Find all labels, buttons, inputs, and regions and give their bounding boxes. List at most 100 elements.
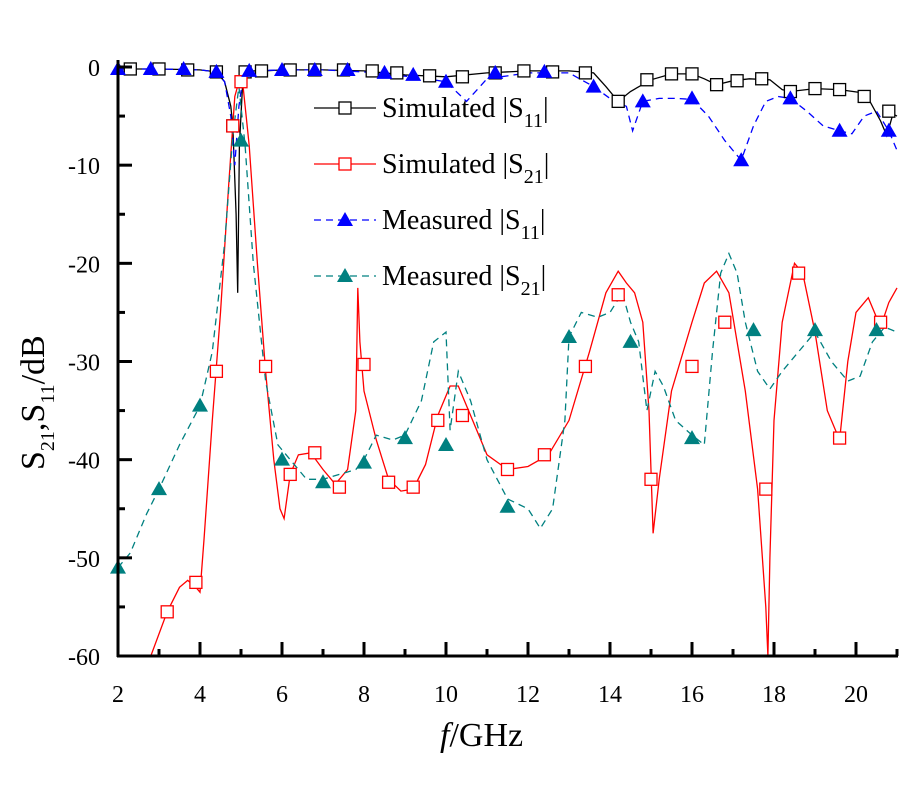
data-point-measured-s11 [536,63,553,78]
data-point-simulated-s21 [381,475,396,489]
x-tick-label: 20 [844,682,868,708]
legend-item-measured-s21: Measured |S21| [314,261,546,300]
legend-item-simulated-s11: Simulated |S11| [314,93,549,132]
y-title-s2: S [15,404,52,423]
data-point-measured-s21 [315,474,331,489]
data-point-simulated-s11 [664,67,679,81]
tick-layer: 2 4 6 8 10 12 14 16 18 20 0 -10 -20 -30 -40 -50 -60 [68,56,899,708]
data-point-simulated-s21 [160,605,174,619]
data-point-measured-s21 [622,333,639,348]
data-point-measured-s21 [192,397,208,412]
legend-label-sub: 11 [524,110,543,132]
data-point-simulated-s21 [406,480,420,494]
data-point-simulated-s11 [578,66,593,80]
data-point-simulated-s11 [390,66,404,80]
data-point-measured-s21 [438,436,454,451]
data-point-simulated-s21 [234,75,248,89]
data-point-measured-s21 [151,481,167,496]
y-title-sub2: 11 [37,384,59,403]
data-point-simulated-s11 [882,104,896,118]
x-tick-label: 10 [434,682,458,708]
legend-label-sub: 21 [524,166,544,188]
data-point-simulated-s21 [500,462,515,477]
data-point-simulated-s11 [517,64,531,78]
data-point-measured-s11 [405,66,422,81]
data-point-measured-s11 [208,63,225,78]
data-point-simulated-s21 [611,288,625,302]
x-tick-label: 14 [598,682,622,708]
data-point-measured-s21 [745,322,762,337]
data-point-simulated-s11 [123,62,137,76]
x-axis-title: f/GHz [440,717,523,754]
series-line-measured-s21 [118,86,898,569]
data-point-measured-s21 [274,451,290,466]
data-point-simulated-s11 [755,72,769,86]
data-point-simulated-s21 [308,446,322,460]
data-point-measured-s11 [306,61,323,76]
legend-label-main: Simulated |S [382,149,524,180]
data-point-measured-s11 [831,122,848,137]
legend-marker [337,212,353,226]
legend-label-main: Measured |S [382,205,521,236]
data-point-simulated-s11 [365,64,379,78]
legend-label-main: Simulated |S [382,93,524,124]
data-point-measured-s11 [376,64,393,79]
legend-marker [338,101,352,115]
y-tick-label: -40 [68,449,100,475]
x-tick-label: 18 [762,682,786,708]
data-point-simulated-s11 [857,89,871,104]
data-point-measured-s21 [397,430,413,445]
data-point-simulated-s21 [537,448,552,462]
data-point-simulated-s21 [759,482,773,496]
data-point-measured-s11 [274,61,290,76]
data-point-simulated-s21 [685,359,699,374]
data-point-simulated-s21 [455,408,470,423]
data-point-simulated-s21 [791,266,806,280]
data-point-simulated-s11 [455,70,470,84]
legend-label: Measured |S21| [382,261,546,300]
legend-label-end: | [543,93,549,124]
data-point-simulated-s11 [640,73,654,87]
data-point-measured-s21 [561,328,577,343]
data-point-measured-s21 [233,132,249,147]
y-title-comma: , [15,423,52,432]
y-title-sub1: 21 [37,431,59,451]
legend-marker [337,268,353,282]
data-point-measured-s11 [733,152,750,167]
data-point-simulated-s11 [709,78,724,92]
data-point-simulated-s21 [209,364,224,378]
data-point-simulated-s21 [258,359,273,374]
x-tick-label: 6 [276,682,288,708]
data-point-simulated-s21 [332,480,347,494]
data-point-measured-s21 [684,430,700,445]
data-point-simulated-s11 [808,81,822,96]
data-point-measured-s21 [499,498,516,513]
y-tick-label: -50 [68,547,100,573]
x-title-unit: /GHz [449,717,523,754]
data-point-measured-s11 [487,64,504,79]
data-point-simulated-s21 [832,431,847,445]
legend-label: Simulated |S11| [382,93,549,132]
data-point-simulated-s21 [283,467,297,482]
x-tick-label: 8 [358,682,370,708]
data-point-measured-s11 [142,60,159,75]
legend-marker [338,157,352,171]
data-point-simulated-s11 [422,69,437,83]
data-point-simulated-s21 [578,359,593,374]
x-tick-label: 12 [516,682,540,708]
y-title-unit: /dB [15,335,52,384]
y-tick-label: -30 [68,351,100,377]
y-tick-label: -20 [68,252,100,278]
x-tick-label: 4 [194,682,206,708]
data-point-simulated-s21 [226,119,240,133]
series-line-simulated-s21 [150,80,898,657]
data-point-measured-s11 [241,62,258,77]
data-point-simulated-s11 [832,82,847,97]
data-point-simulated-s11 [685,67,699,81]
legend: Simulated |S11|Simulated |S21|Measured |… [314,93,549,300]
legend-label-end: | [544,149,550,180]
data-point-simulated-s21 [644,472,658,486]
y-axis-title: S21,S11/dB [15,335,59,470]
data-point-simulated-s11 [611,94,625,109]
